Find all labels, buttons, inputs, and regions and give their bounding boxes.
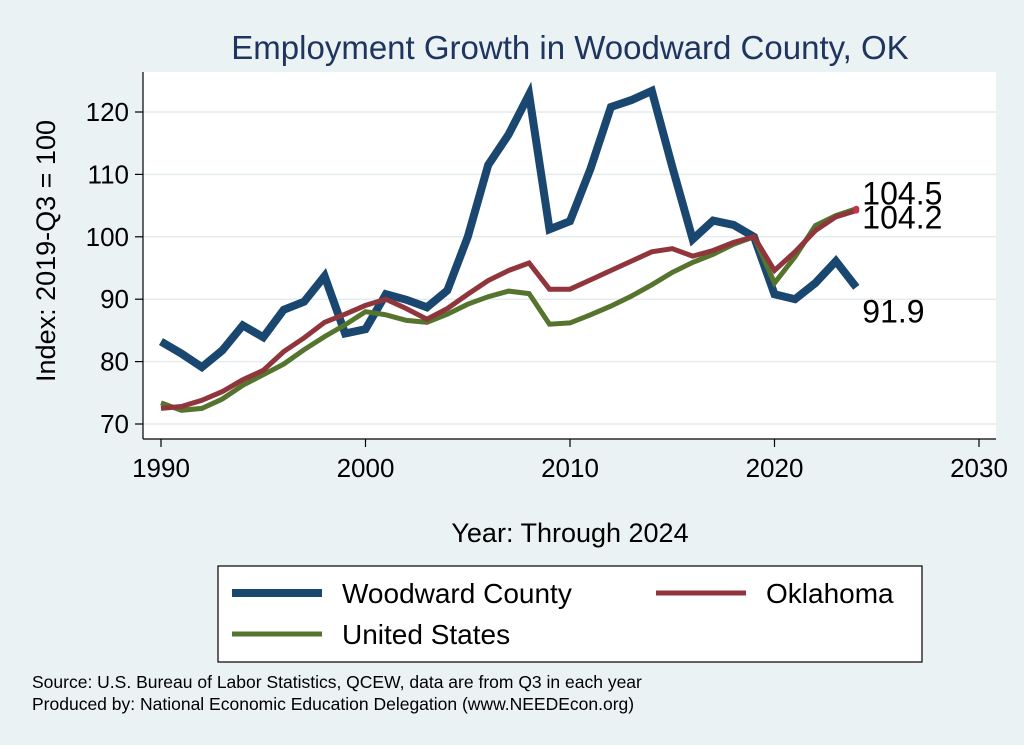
end-label: 91.9 [862,293,924,329]
produced-by-note: Produced by: National Economic Education… [32,694,634,714]
x-tick-label: 2030 [950,453,1008,483]
y-tick-label: 80 [100,347,129,377]
y-axis-ticks: 70 80 90 100 110 120 [86,97,143,439]
x-tick-label: 1990 [132,453,190,483]
x-axis-title: Year: Through 2024 [451,518,688,548]
legend-label: Oklahoma [766,578,894,609]
chart-title: Employment Growth in Woodward County, OK [231,29,908,66]
legend [217,565,923,663]
y-axis-title: Index: 2019-Q3 = 100 [31,120,61,382]
end-label: 104.5 [862,176,942,212]
y-tick-label: 110 [88,159,129,189]
x-tick-label: 2010 [541,453,599,483]
series-lines [158,81,860,413]
y-tick-label: 70 [100,409,129,439]
legend-items: Woodward County Oklahoma United States [232,578,894,650]
x-tick-label: 2000 [337,453,395,483]
legend-label: Woodward County [342,578,572,609]
y-tick-label: 90 [100,284,129,314]
series-line-oklahoma [160,208,858,411]
y-tick-label: 100 [86,222,129,252]
source-note: Source: U.S. Bureau of Labor Statistics,… [32,672,642,692]
y-tick-label: 120 [86,97,129,127]
x-axis-ticks: 1990 2000 2010 2020 2030 [132,439,1008,483]
plot-area [143,72,996,439]
legend-label: United States [342,619,510,650]
x-tick-label: 2020 [746,453,804,483]
end-label: 104.2 [862,200,942,236]
series-end-marker [853,207,860,214]
series-line-woodward-county [158,81,860,373]
